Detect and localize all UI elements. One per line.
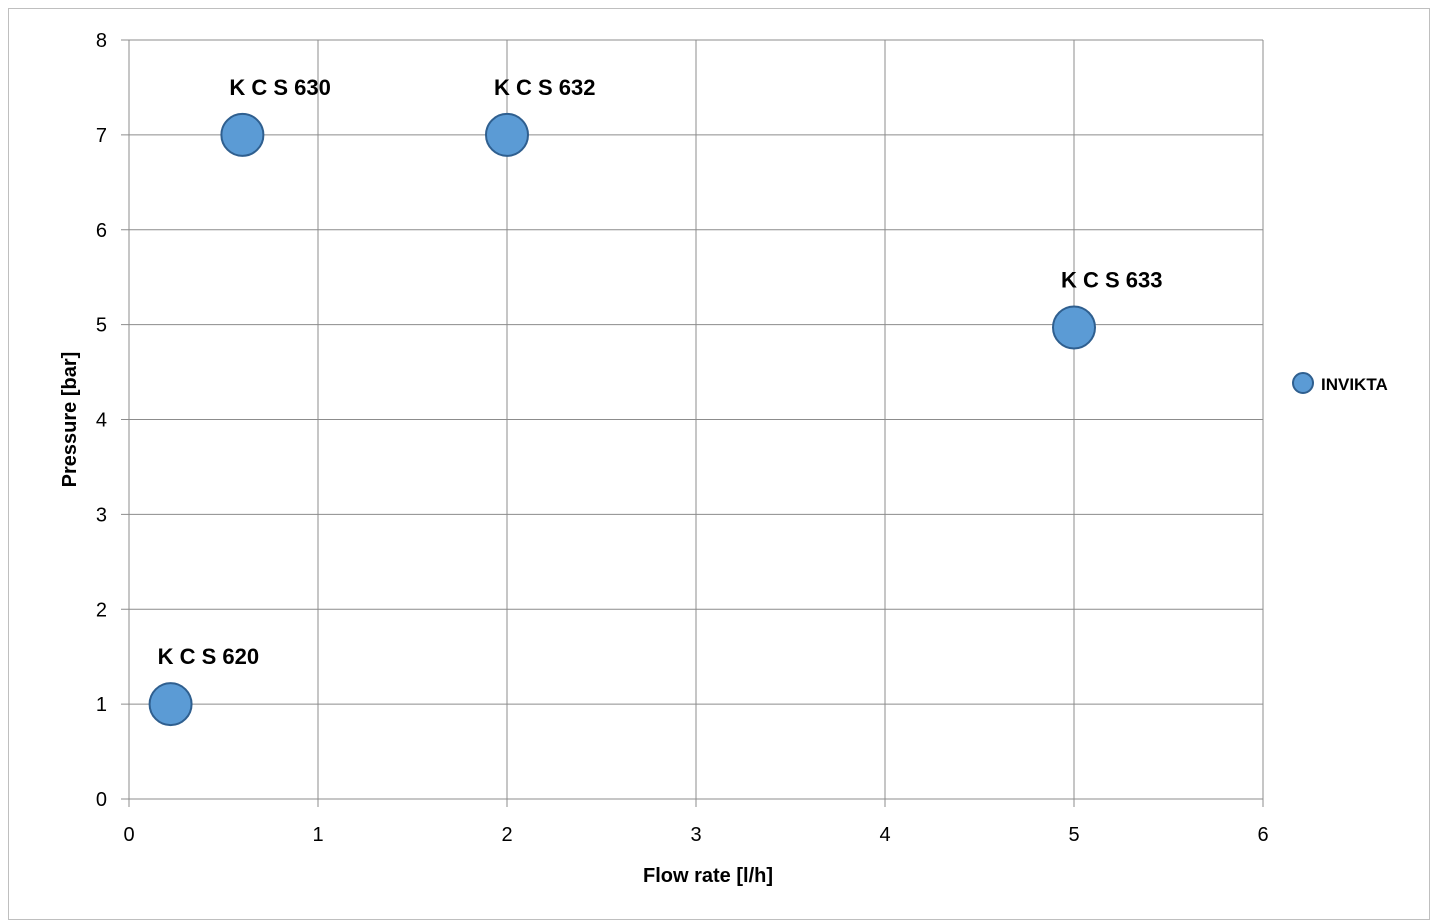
y-tick-label: 5: [96, 315, 107, 337]
y-tick-label: 3: [96, 504, 107, 526]
y-tick-label: 8: [96, 30, 107, 52]
data-label: K C S 630: [229, 75, 331, 100]
data-point: [1052, 305, 1096, 350]
x-tick-labels: 0 1 2 3 4 5 6: [123, 824, 1268, 846]
axes: [121, 39, 1264, 807]
x-tick-label: 0: [123, 824, 134, 846]
data-point: [485, 112, 529, 157]
x-tick-label: 1: [312, 824, 323, 846]
y-tick-label: 7: [96, 125, 107, 147]
y-tick-labels: 0 1 2 3 4 5 6 7 8: [96, 30, 107, 811]
x-axis-title: Flow rate [l/h]: [643, 865, 773, 887]
data-label: K C S 620: [158, 644, 260, 669]
data-point: [220, 112, 265, 157]
y-tick-label: 4: [96, 410, 107, 432]
legend: INVIKTA: [1292, 372, 1388, 394]
data-points: K C S 620 K C S 630 K C S 632 K C S 633: [148, 75, 1163, 727]
y-tick-label: 2: [96, 599, 107, 621]
x-tick-label: 6: [1257, 824, 1268, 846]
legend-marker-invikta: [1292, 372, 1314, 394]
x-tick-label: 2: [501, 824, 512, 846]
data-point: [148, 682, 193, 727]
y-tick-label: 6: [96, 220, 107, 242]
legend-label-invikta: INVIKTA: [1321, 375, 1388, 394]
x-tick-label: 4: [879, 824, 890, 846]
y-tick-label: 1: [96, 694, 107, 716]
grid: [129, 39, 1264, 799]
x-tick-label: 3: [690, 824, 701, 846]
y-axis-title: Pressure [bar]: [59, 352, 81, 488]
y-tick-label: 0: [96, 789, 107, 811]
x-tick-label: 5: [1068, 824, 1079, 846]
data-label: K C S 632: [494, 75, 596, 100]
data-label: K C S 633: [1061, 267, 1163, 292]
chart-frame: [8, 8, 1430, 920]
